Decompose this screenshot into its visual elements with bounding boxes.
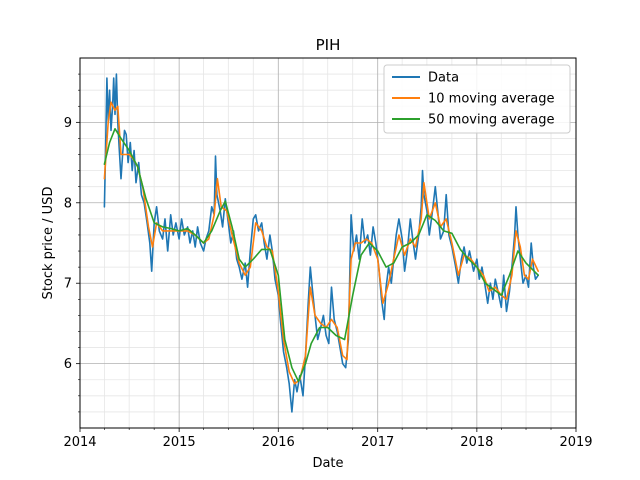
y-tick-label: 7 [64, 277, 72, 292]
legend-box [383, 64, 571, 134]
x-tick-label: 2017 [361, 435, 394, 450]
y-axis-label: Stock price / USD [41, 187, 56, 300]
y-tick-label: 9 [64, 116, 72, 131]
chart-title: PIH [316, 36, 341, 54]
series-line-3 [103, 128, 540, 383]
y-tick-label: 8 [64, 196, 72, 211]
y-tick-label: 6 [64, 357, 72, 372]
legend: Data 10 moving average 50 moving average [383, 64, 571, 134]
x-tick-label: 2019 [559, 435, 592, 450]
series-layer [103, 73, 540, 413]
legend-label-1: Data [428, 71, 459, 86]
x-tick-label: 2016 [262, 435, 295, 450]
legend-label-3: 50 moving average [428, 113, 554, 128]
x-tick-label: 2018 [460, 435, 493, 450]
legend-label-2: 10 moving average [428, 92, 554, 107]
x-tick-label: 2014 [63, 435, 96, 450]
ticks: 2014 2015 2016 2017 2018 2019 6 7 8 9 [63, 73, 593, 450]
x-tick-label: 2015 [163, 435, 196, 450]
x-axis-label: Date [312, 456, 343, 471]
